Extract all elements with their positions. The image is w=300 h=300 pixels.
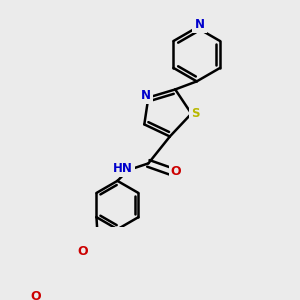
Text: O: O <box>78 245 88 258</box>
Text: HN: HN <box>113 162 133 175</box>
Text: N: N <box>194 18 204 31</box>
Text: O: O <box>31 290 41 300</box>
Text: O: O <box>171 165 182 178</box>
Text: S: S <box>191 107 200 120</box>
Text: N: N <box>141 89 151 102</box>
